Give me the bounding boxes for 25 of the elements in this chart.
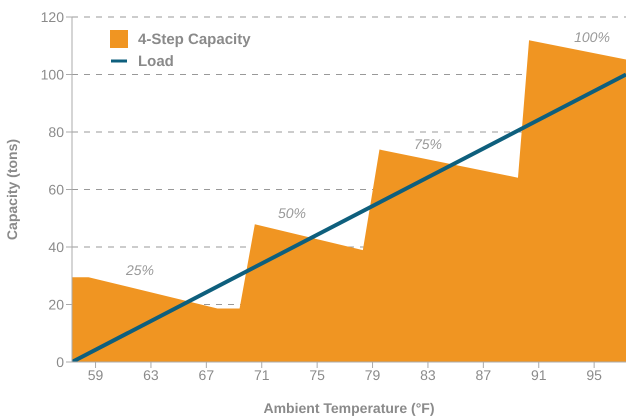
legend-label: 4-Step Capacity bbox=[138, 30, 251, 48]
x-tick-label: 71 bbox=[254, 366, 270, 383]
x-tick-label: 87 bbox=[476, 366, 492, 383]
x-tick-label: 59 bbox=[88, 366, 104, 383]
y-tick-label: 40 bbox=[48, 238, 64, 255]
y-tick-label: 100 bbox=[40, 66, 64, 82]
x-tick-label: 75 bbox=[309, 366, 326, 383]
annotation: 75% bbox=[414, 136, 442, 152]
x-tick-label: 83 bbox=[420, 366, 436, 383]
x-tick-label: 67 bbox=[198, 366, 214, 383]
x-tick-label: 79 bbox=[364, 366, 381, 383]
legend-label: Load bbox=[138, 52, 174, 70]
y-tick-label: 80 bbox=[48, 124, 64, 140]
annotation: 50% bbox=[278, 205, 306, 221]
y-tick-label: 120 bbox=[40, 8, 64, 25]
y-tick-label: 60 bbox=[48, 181, 64, 198]
annotation: 25% bbox=[126, 262, 154, 278]
x-tick-label: 95 bbox=[586, 366, 602, 383]
y-tick-label: 0 bbox=[56, 354, 64, 370]
x-axis-title: Ambient Temperature (°F) bbox=[263, 400, 435, 416]
annotation: 100% bbox=[574, 29, 610, 45]
x-tick-label: 63 bbox=[143, 366, 159, 383]
y-tick-label: 20 bbox=[48, 296, 64, 312]
y-axis-title: Capacity (tons) bbox=[4, 138, 20, 240]
x-tick-label: 91 bbox=[530, 366, 547, 383]
